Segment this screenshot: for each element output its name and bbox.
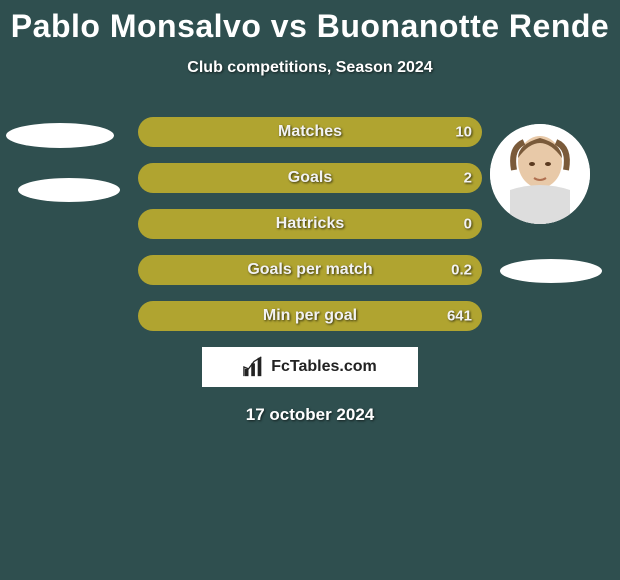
bar-label: Min per goal	[263, 307, 357, 325]
bar-row: Hattricks 0	[138, 209, 482, 239]
bar-right-value: 0.2	[451, 262, 472, 279]
placeholder-lozenge	[18, 178, 120, 202]
bar-row: Min per goal 641	[138, 301, 482, 331]
placeholder-lozenge	[500, 259, 602, 283]
avatar-icon	[490, 124, 590, 224]
bar-row: Matches 10	[138, 117, 482, 147]
page-title: Pablo Monsalvo vs Buonanotte Rende	[0, 0, 620, 45]
bar-right-value: 641	[447, 308, 472, 325]
bar-right-value: 10	[455, 124, 472, 141]
bar-row: Goals per match 0.2	[138, 255, 482, 285]
bar-label: Goals per match	[247, 261, 372, 279]
bar-label: Goals	[288, 169, 332, 187]
bar-right-value: 0	[464, 216, 472, 233]
placeholder-lozenge	[6, 123, 114, 148]
fctables-logo: FcTables.com	[202, 347, 418, 387]
bar-label: Hattricks	[276, 215, 344, 233]
bar-label: Matches	[278, 123, 342, 141]
logo-text: FcTables.com	[271, 358, 377, 376]
bar-right-value: 2	[464, 170, 472, 187]
bar-chart-icon	[243, 356, 265, 378]
bar-row: Goals 2	[138, 163, 482, 193]
page-subtitle: Club competitions, Season 2024	[0, 59, 620, 77]
right-player-avatar	[490, 124, 590, 224]
date-text: 17 october 2024	[0, 405, 620, 425]
